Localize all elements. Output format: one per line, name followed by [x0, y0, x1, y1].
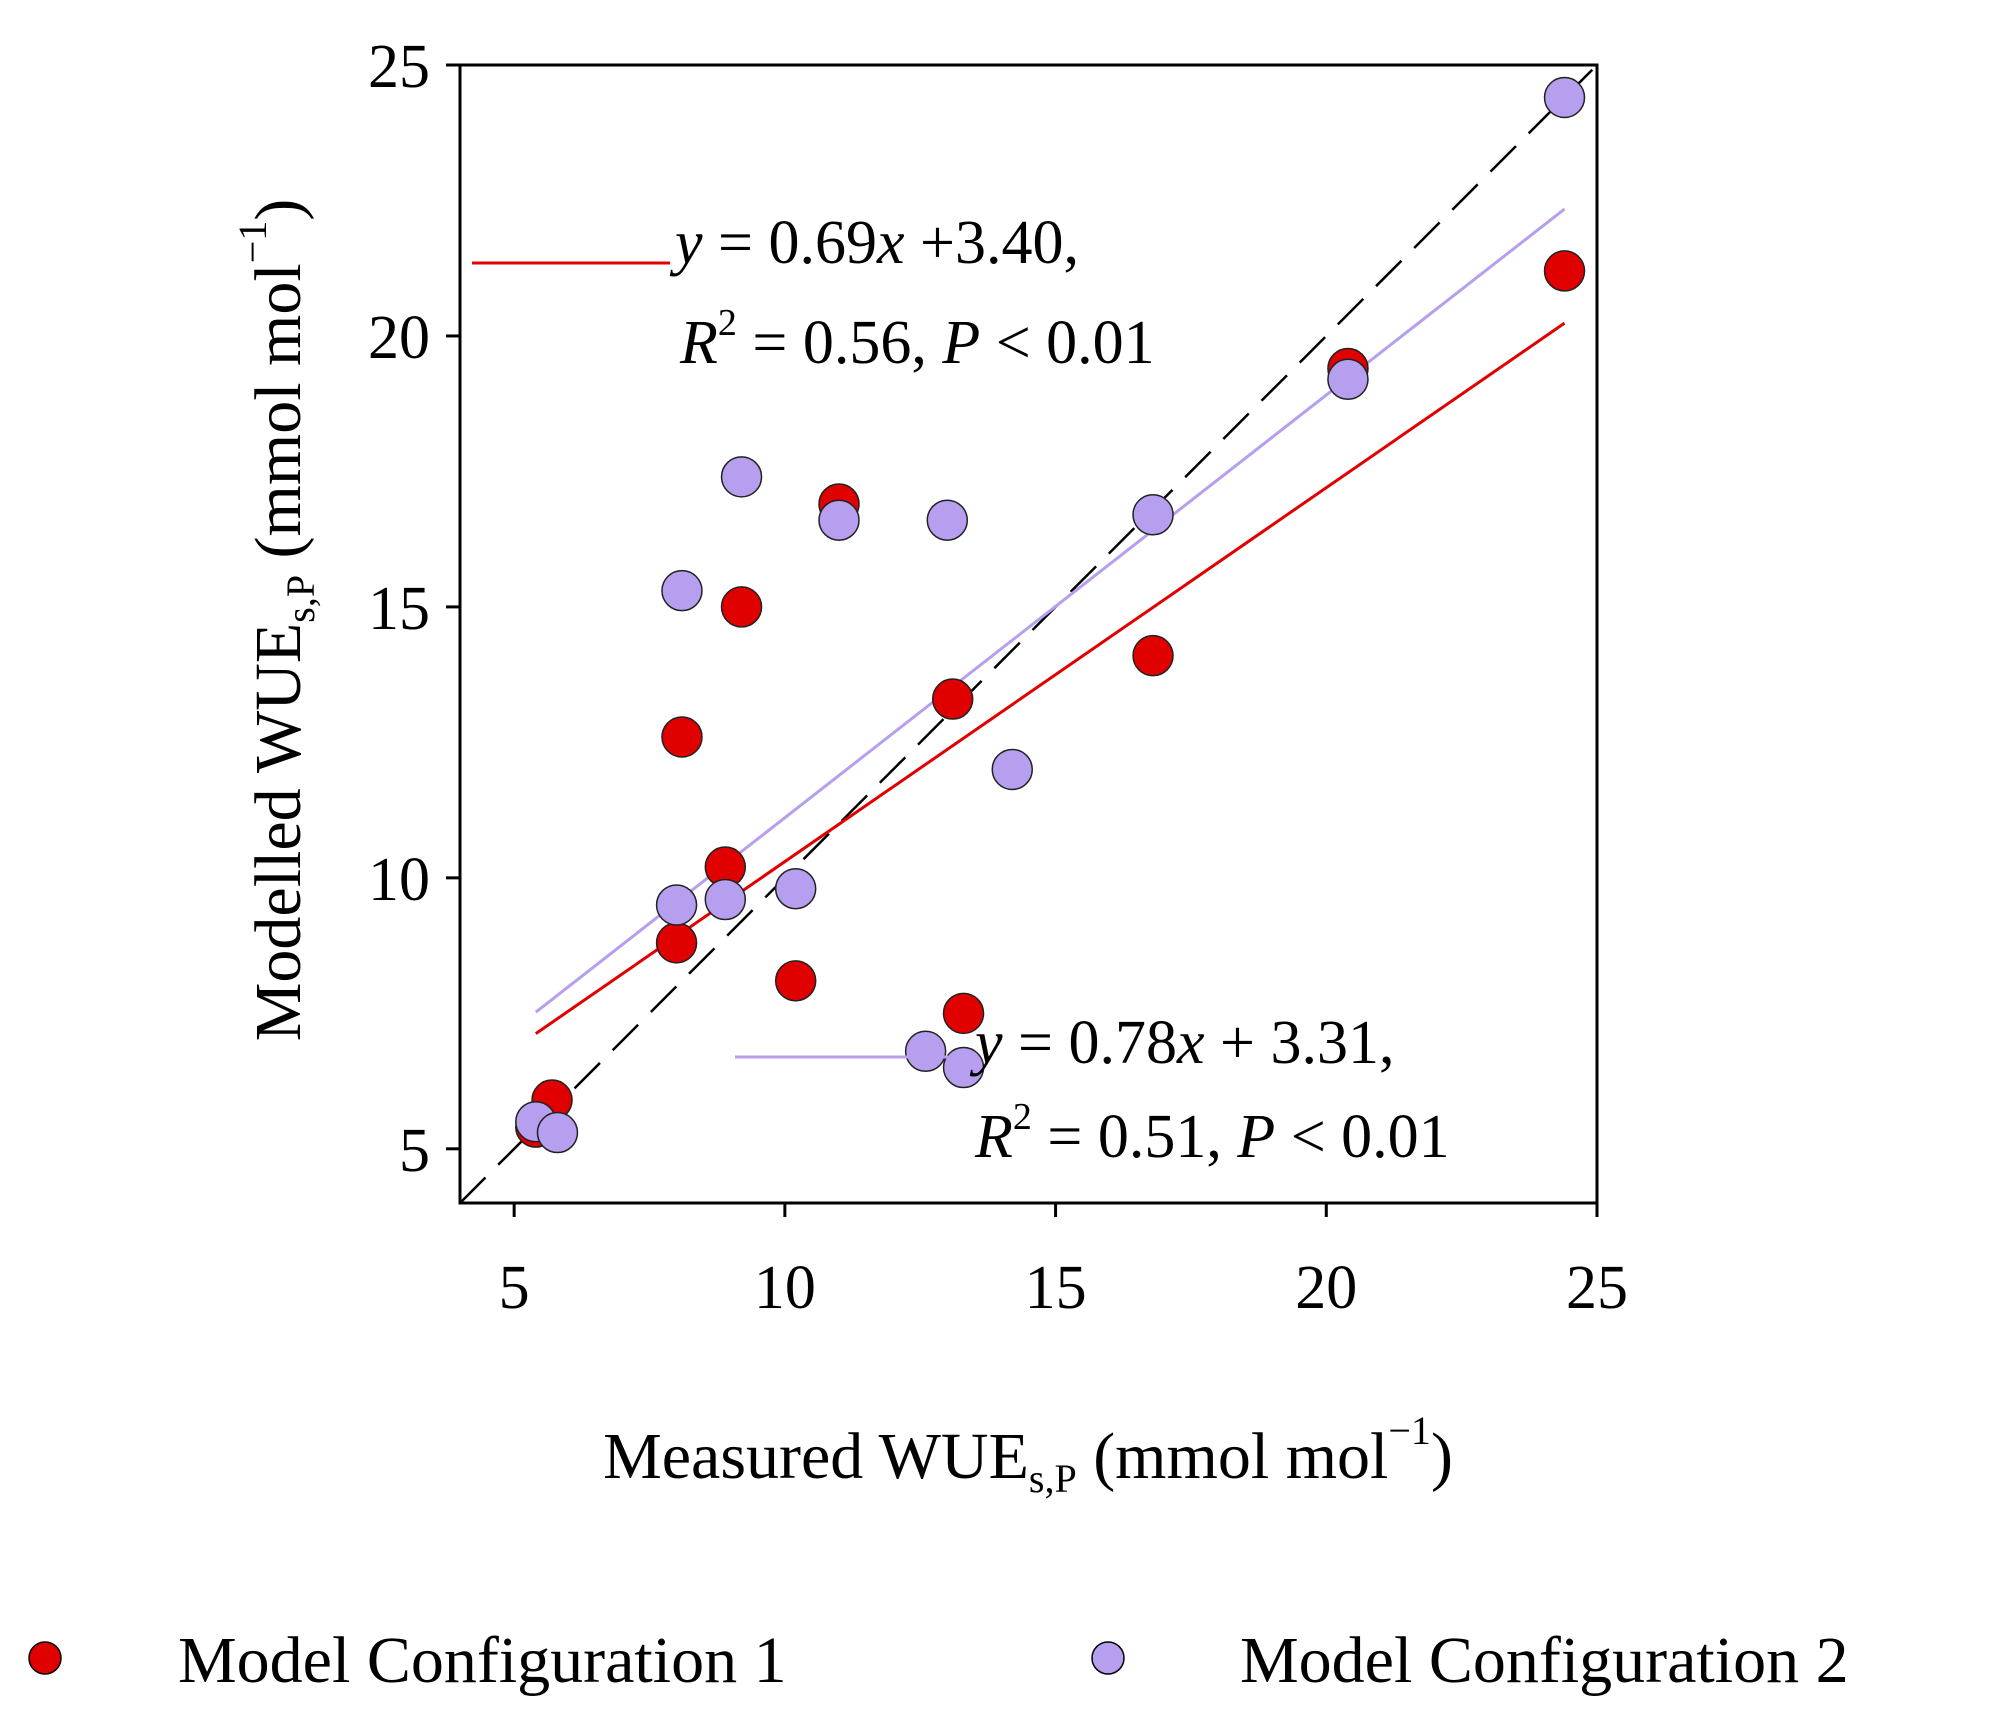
- x-axis-title-unit: (mmol mol: [1077, 1420, 1389, 1493]
- eq2-r-value: = 0.51,: [1032, 1103, 1237, 1171]
- data-point-config-1: [720, 586, 763, 628]
- x-axis-title-sup: −1: [1388, 1408, 1431, 1453]
- data-point-config-2: [1327, 358, 1369, 401]
- legend-marker-config-2: [1091, 1641, 1125, 1675]
- eq2-intercept: + 3.31,: [1205, 1009, 1395, 1077]
- eq1-intercept: +3.40,: [905, 209, 1079, 277]
- x-tick-label: 15: [1025, 1254, 1087, 1322]
- eq1-x-var: x: [876, 209, 905, 277]
- y-tick-label: 25: [368, 33, 430, 101]
- y-axis-title-sub: s,P: [278, 575, 323, 623]
- legend-label-config-1: Model Configuration 1: [178, 1624, 787, 1697]
- legend: Model Configuration 1 Model Configuratio…: [28, 1624, 1849, 1697]
- x-axis-title-close: ): [1431, 1420, 1453, 1493]
- data-point-config-2: [904, 1030, 947, 1073]
- legend-marker-config-1: [28, 1641, 62, 1675]
- data-point-config-1: [774, 960, 817, 1002]
- y-axis-ticks: 5 10 15 20 25: [368, 33, 460, 1185]
- data-point-config-1: [1132, 634, 1174, 677]
- x-axis-title-main: Measured WUE: [603, 1420, 1029, 1493]
- y-tick-label: 15: [368, 575, 430, 643]
- regression-lines: [534, 207, 1566, 1035]
- legend-label-config-2: Model Configuration 2: [1240, 1624, 1849, 1697]
- eq2-p: P: [1236, 1103, 1275, 1171]
- y-axis-title-main: Modelled WUE: [242, 623, 315, 1042]
- data-point-config-1: [931, 678, 974, 720]
- x-axis-title: Measured WUEs,P (mmol mol−1): [603, 1408, 1453, 1501]
- regression-line-config-2: [534, 207, 1566, 1014]
- eq1-y-var: y: [669, 209, 703, 277]
- data-point-config-2: [774, 867, 817, 910]
- eq1-r: R: [679, 309, 718, 377]
- data-point-config-1: [661, 716, 703, 758]
- y-axis-title: Modelled WUEs,P (mmol mol−1): [230, 199, 323, 1042]
- eq2-x-var: x: [1176, 1009, 1205, 1077]
- eq2-r-exp: 2: [1013, 1096, 1032, 1138]
- data-point-config-2: [926, 499, 969, 541]
- y-axis-title-unit: (mmol mol: [242, 263, 315, 575]
- plot-frame: [458, 63, 1599, 1205]
- eq2-r: R: [974, 1103, 1013, 1171]
- x-tick-label: 10: [754, 1254, 816, 1322]
- equation-2-line-2: R2 = 0.51, P < 0.01: [974, 1096, 1450, 1171]
- eq2-y-var: y: [969, 1009, 1003, 1077]
- data-point-config-2: [991, 748, 1034, 791]
- data-point-config-2: [1543, 76, 1586, 119]
- y-axis-title-sup: −1: [230, 221, 275, 264]
- data-point-config-1: [655, 922, 698, 964]
- equation-2-line-1: y = 0.78x + 3.31,: [969, 1009, 1395, 1077]
- y-tick-label: 5: [399, 1117, 430, 1185]
- data-point-config-2: [536, 1111, 579, 1154]
- x-tick-label: 5: [499, 1254, 530, 1322]
- y-axis-title-close: ): [242, 199, 315, 221]
- data-point-config-1: [942, 992, 985, 1035]
- eq2-p-value: < 0.01: [1275, 1103, 1449, 1171]
- data-point-config-2: [1132, 494, 1174, 536]
- data-point-config-2: [720, 456, 763, 498]
- x-tick-label: 20: [1295, 1254, 1357, 1322]
- regression-line-config-1: [534, 321, 1566, 1035]
- x-axis-title-sub: s,P: [1029, 1456, 1077, 1501]
- y-tick-label: 10: [368, 846, 430, 914]
- data-points: [515, 76, 1586, 1154]
- eq1-p: P: [941, 309, 980, 377]
- data-point-config-2: [704, 878, 747, 921]
- x-tick-label: 25: [1566, 1254, 1628, 1322]
- data-point-config-2: [655, 884, 698, 926]
- eq1-r-exp: 2: [718, 302, 737, 344]
- equation-1-line-2: R2 = 0.56, P < 0.01: [679, 302, 1155, 377]
- data-point-config-2: [818, 499, 860, 541]
- eq2-slope: = 0.78: [1003, 1009, 1177, 1077]
- x-axis-ticks: 5 10 15 20 25: [499, 1203, 1628, 1322]
- y-tick-label: 20: [368, 304, 430, 372]
- data-point-config-2: [661, 569, 703, 612]
- eq1-slope: = 0.69: [703, 209, 877, 277]
- data-point-config-1: [1543, 250, 1586, 292]
- equation-1-line-1: y = 0.69x +3.40,: [669, 209, 1079, 277]
- eq1-r-value: = 0.56,: [737, 309, 942, 377]
- eq1-p-value: < 0.01: [980, 309, 1154, 377]
